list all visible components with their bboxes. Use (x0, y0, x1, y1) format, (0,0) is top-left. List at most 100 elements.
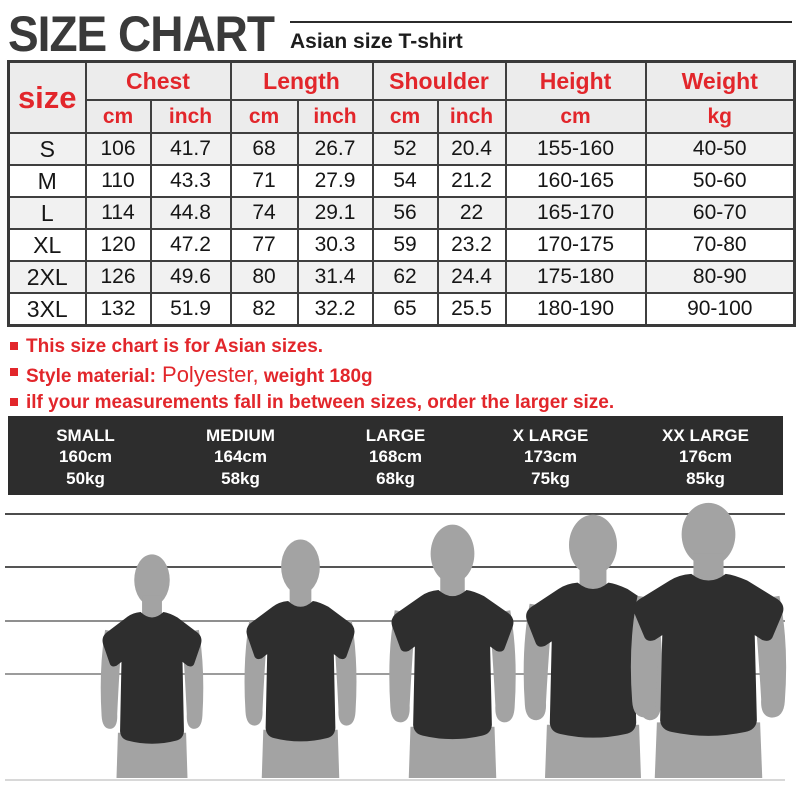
unit-shoulder-cm: cm (371, 99, 439, 135)
unit-chest-inch: inch (149, 99, 232, 135)
cell-size: S (7, 132, 87, 167)
cell-chest-inch: 47.2 (149, 228, 232, 263)
column-header-weight: Weight (644, 60, 796, 102)
banner-size-name: LARGE (365, 426, 426, 445)
cell-shoulder-cm: 65 (371, 292, 439, 327)
cell-weight: 60-70 (644, 196, 796, 231)
column-header-shoulder: Shoulder (371, 60, 507, 102)
cell-chest-cm: 110 (84, 164, 152, 199)
cell-length-inch: 32.2 (296, 292, 374, 327)
cell-weight: 40-50 (644, 132, 796, 167)
cell-length-cm: 80 (229, 260, 299, 295)
note-material: Polyester, (155, 362, 259, 388)
table-row: L 114 44.8 74 29.1 56 22 165-170 60-70 (7, 196, 796, 231)
cell-weight: 80-90 (644, 260, 796, 295)
size-banner: SMALL 160cm 50kg MEDIUM 164cm 58kg LARGE… (8, 416, 783, 495)
note-prefix: Style material: (26, 366, 156, 388)
note-item: Style material: Polyester, weight 180g (10, 363, 792, 388)
notes: This size chart is for Asian sizes. Styl… (10, 336, 792, 414)
bullet-square-icon (10, 368, 18, 377)
bullet-square-icon (10, 398, 18, 407)
banner-size-name: SMALL (56, 426, 115, 445)
note-text: This size chart is for Asian sizes. (26, 336, 324, 358)
cell-chest-cm: 106 (84, 132, 152, 167)
banner-height: 173cm (524, 447, 577, 467)
table-row: M 110 43.3 71 27.9 54 21.2 160-165 50-60 (7, 164, 796, 199)
cell-shoulder-inch: 25.5 (436, 292, 507, 327)
cell-shoulder-inch: 21.2 (436, 164, 507, 199)
cell-height: 165-170 (504, 196, 647, 231)
banner-item-medium: MEDIUM 164cm 58kg (163, 416, 318, 495)
cell-shoulder-inch: 20.4 (436, 132, 507, 167)
cell-size: 2XL (7, 260, 87, 295)
note-text: Style material: Polyester, weight 180g (26, 363, 373, 388)
cell-shoulder-inch: 23.2 (436, 228, 507, 263)
page-subtitle: Asian size T-shirt (290, 30, 463, 53)
table-header-units: cm inch cm inch cm inch cm kg (9, 99, 796, 135)
cell-chest-cm: 114 (84, 196, 152, 231)
unit-height-cm: cm (504, 99, 647, 135)
height-line (5, 779, 785, 781)
table-row: S 106 41.7 68 26.7 52 20.4 155-160 40-50 (7, 132, 796, 167)
banner-weight: 75kg (531, 468, 570, 488)
cell-chest-inch: 43.3 (149, 164, 232, 199)
cell-chest-inch: 49.6 (149, 260, 232, 295)
cell-shoulder-inch: 24.4 (436, 260, 507, 295)
column-header-size: size (7, 60, 87, 135)
figure-medium (244, 539, 357, 778)
note-item: This size chart is for Asian sizes. (10, 336, 792, 358)
unit-chest-cm: cm (84, 99, 152, 135)
banner-item-x-large: X LARGE 173cm 75kg (473, 416, 628, 495)
banner-size-name: XX LARGE (662, 426, 749, 445)
banner-item-xx-large: XX LARGE 176cm 85kg (628, 416, 783, 495)
cell-length-cm: 77 (229, 228, 299, 263)
cell-height: 175-180 (504, 260, 647, 295)
banner-item-large: LARGE 168cm 68kg (318, 416, 473, 495)
cell-chest-inch: 51.9 (149, 292, 232, 327)
cell-height: 160-165 (504, 164, 647, 199)
cell-shoulder-inch: 22 (436, 196, 507, 231)
table-row: 2XL 126 49.6 80 31.4 62 24.4 175-180 80-… (7, 260, 796, 295)
banner-weight: 58kg (221, 468, 260, 488)
cell-length-cm: 82 (229, 292, 299, 327)
cell-length-inch: 30.3 (296, 228, 374, 263)
cell-weight: 70-80 (644, 228, 796, 263)
banner-height: 176cm (679, 447, 732, 467)
header-right: Asian size T-shirt (290, 8, 792, 54)
cell-height: 170-175 (504, 228, 647, 263)
figure-small (100, 554, 204, 778)
cell-shoulder-cm: 62 (371, 260, 439, 295)
cell-size: M (7, 164, 87, 199)
cell-size: L (7, 196, 87, 231)
cell-chest-inch: 44.8 (149, 196, 232, 231)
note-text: ilf your measurements fall in between si… (26, 392, 615, 414)
banner-weight: 85kg (686, 468, 725, 488)
height-line (5, 566, 785, 568)
banner-weight: 68kg (376, 468, 415, 488)
table-header-groups: size Chest Length Shoulder Height Weight (7, 60, 796, 135)
banner-height: 160cm (59, 447, 112, 467)
banner-item-small: SMALL 160cm 50kg (8, 416, 163, 495)
cell-length-inch: 27.9 (296, 164, 374, 199)
bullet-square-icon (10, 342, 18, 351)
column-header-chest: Chest (84, 60, 232, 102)
table-row: 3XL 132 51.9 82 32.2 65 25.5 180-190 90-… (7, 292, 796, 327)
header: SIZE CHART Asian size T-shirt (0, 0, 800, 60)
cell-length-cm: 68 (229, 132, 299, 167)
cell-shoulder-cm: 59 (371, 228, 439, 263)
cell-length-inch: 26.7 (296, 132, 374, 167)
cell-length-inch: 29.1 (296, 196, 374, 231)
banner-weight: 50kg (66, 468, 105, 488)
unit-weight-kg: kg (644, 99, 796, 135)
unit-length-cm: cm (229, 99, 299, 135)
banner-height: 164cm (214, 447, 267, 467)
cell-weight: 90-100 (644, 292, 796, 327)
cell-shoulder-cm: 56 (371, 196, 439, 231)
cell-chest-inch: 41.7 (149, 132, 232, 167)
cell-shoulder-cm: 52 (371, 132, 439, 167)
size-table: size Chest Length Shoulder Height Weight… (7, 60, 797, 328)
cell-shoulder-cm: 54 (371, 164, 439, 199)
note-item: ilf your measurements fall in between si… (10, 392, 792, 414)
unit-shoulder-inch: inch (436, 99, 507, 135)
